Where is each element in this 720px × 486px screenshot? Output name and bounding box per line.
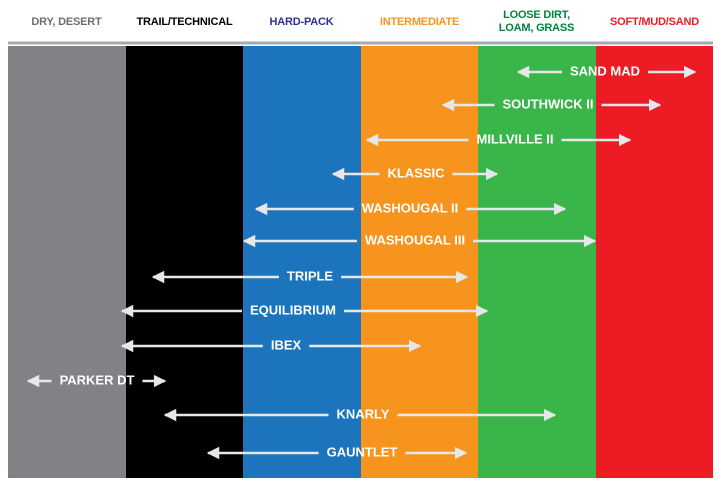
product-label: KNARLY: [337, 406, 390, 421]
column-bg: [243, 46, 361, 478]
product-label: MILLVILLE II: [476, 131, 553, 146]
range-arrow: MILLVILLE II: [365, 131, 632, 146]
range-arrow: IBEX: [120, 337, 422, 352]
product-label: EQUILIBRIUM: [250, 302, 336, 317]
product-label: IBEX: [271, 337, 302, 352]
column-header: SOFT/MUD/SAND: [609, 15, 700, 28]
column-header: TRAIL/TECHNICAL: [136, 15, 233, 28]
product-label: PARKER DT: [60, 372, 135, 387]
column-bg: [8, 46, 126, 478]
product-label: KLASSIC: [387, 165, 445, 180]
column-header: HARD-PACK: [269, 15, 334, 28]
range-arrow: KNARLY: [163, 406, 557, 421]
product-label: TRIPLE: [287, 268, 334, 283]
product-label: SOUTHWICK II: [503, 96, 594, 111]
range-arrow: TRIPLE: [151, 268, 469, 283]
range-arrow: GAUNTLET: [206, 444, 468, 459]
column-header: DRY, DESERT: [31, 15, 102, 28]
column-bg: [478, 46, 596, 478]
product-label: WASHOUGAL II: [362, 200, 459, 215]
product-label: SAND MAD: [570, 63, 640, 78]
column-header: LOOSE DIRT, LOAM, GRASS: [498, 9, 575, 34]
range-arrow: KLASSIC: [331, 165, 499, 180]
column-bg: [361, 46, 478, 478]
range-arrow: WASHOUGAL II: [254, 200, 567, 215]
range-arrow: SOUTHWICK II: [441, 96, 662, 111]
range-arrow: SAND MAD: [516, 63, 697, 78]
product-label: WASHOUGAL III: [365, 232, 465, 247]
column-header: INTERMEDIATE: [379, 15, 460, 28]
range-arrow: PARKER DT: [26, 372, 167, 387]
column-bg: [126, 46, 243, 478]
range-arrow: WASHOUGAL III: [242, 232, 597, 247]
column-bg: [596, 46, 713, 478]
product-label: GAUNTLET: [327, 444, 398, 459]
range-arrow: EQUILIBRIUM: [120, 302, 489, 317]
